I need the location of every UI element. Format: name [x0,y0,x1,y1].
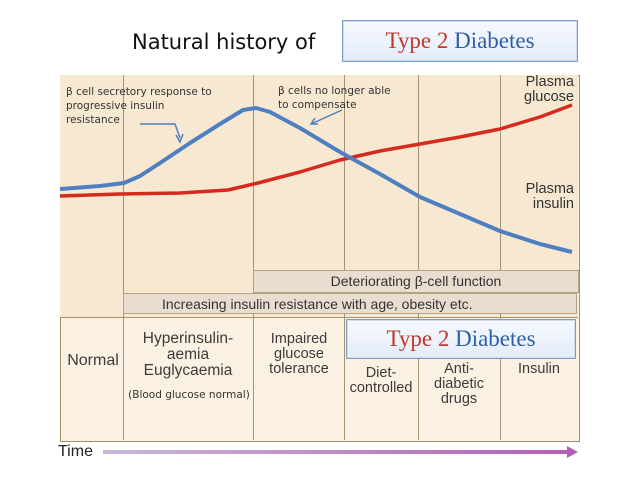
stage-divider [123,75,124,440]
type-number: Type 2 [385,28,449,53]
beta-cell-function-label: Deteriorating β-cell function [330,273,502,289]
stage-anti-diabetic-drugs: Anti- diabetic drugs [434,361,484,407]
annotation-arrowhead-left [175,133,184,144]
plasma-insulin-label: Plasma insulin [525,181,574,212]
annotation-arrow-left [140,123,181,139]
stage-insulin: Insulin [518,361,560,377]
stage-divider [344,75,345,440]
blood-glucose-normal-note: (Blood glucose normal) [128,389,250,401]
secretory-response-note: β cell secretory response to progressive… [66,86,212,126]
diabetes-word: Diabetes [454,28,535,53]
stage-hyperinsulinaemia: Hyperinsulin- aemia Euglycaemia [142,330,234,379]
time-axis-label: Time [58,443,93,460]
type-2-diabetes-banner-top: Type 2 Diabetes [342,20,578,62]
time-axis-arrowhead [567,446,578,458]
stage-diet-controlled: Diet- controlled [349,365,413,396]
plasma-glucose-curve [59,103,573,198]
annotation-arrow-right [310,109,343,125]
stage-impaired-glucose-tolerance: Impaired glucose tolerance [269,331,329,377]
stage-divider [253,75,254,440]
stage-normal: Normal [67,352,119,369]
annotation-arrowhead-right [309,117,318,125]
plasma-glucose-label: Plasma glucose [524,74,574,105]
type-2-diabetes-banner-mid: Type 2 Diabetes [346,319,576,359]
insulin-resistance-bar: Increasing insulin resistance with age, … [123,293,577,314]
plasma-insulin-curve [59,106,573,254]
stage-divider [418,75,419,440]
time-axis-arrow [103,450,569,454]
diagram-title: Natural history of [132,30,316,54]
stage-divider [500,75,501,440]
horizontal-divider [60,317,578,318]
beta-cells-fail-note: β cells no longer able to compensate [278,85,391,111]
insulin-resistance-label: Increasing insulin resistance with age, … [162,296,473,312]
diabetes-word: Diabetes [455,326,536,351]
type-number: Type 2 [386,326,450,351]
beta-cell-function-bar: Deteriorating β-cell function [253,270,579,293]
